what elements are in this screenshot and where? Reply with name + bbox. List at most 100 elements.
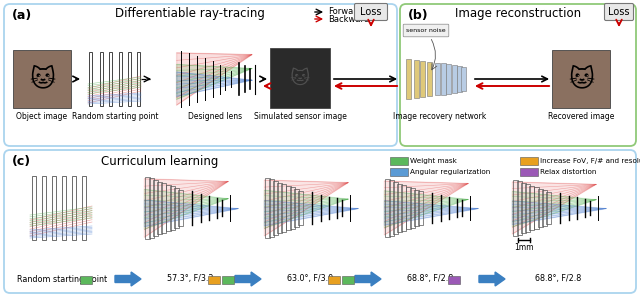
Polygon shape <box>513 182 596 234</box>
Bar <box>390 168 408 176</box>
Polygon shape <box>177 64 252 99</box>
Bar <box>273 181 278 235</box>
Text: 57.3°, F/3.2: 57.3°, F/3.2 <box>167 274 213 283</box>
Bar <box>222 276 234 284</box>
Bar <box>513 180 518 236</box>
Text: 🐱: 🐱 <box>290 69 310 88</box>
Bar <box>145 176 150 240</box>
Bar <box>525 184 530 232</box>
Bar <box>82 176 86 240</box>
Polygon shape <box>355 272 381 286</box>
Bar <box>149 178 154 238</box>
Text: Backward: Backward <box>328 15 369 24</box>
Text: Forward: Forward <box>328 7 362 16</box>
Bar <box>32 176 36 240</box>
Bar <box>119 52 122 106</box>
Bar <box>270 48 330 108</box>
Text: Designed lens: Designed lens <box>188 112 242 121</box>
Text: (a): (a) <box>12 9 32 22</box>
Bar <box>137 52 140 106</box>
Bar <box>410 188 415 228</box>
Bar <box>393 182 398 234</box>
Bar <box>414 190 419 226</box>
Text: Recovered image: Recovered image <box>548 112 614 121</box>
Polygon shape <box>513 192 596 227</box>
Bar <box>100 52 102 106</box>
Bar <box>89 52 92 106</box>
Bar <box>538 189 543 227</box>
Bar <box>342 276 354 284</box>
Bar <box>282 184 286 232</box>
Bar <box>161 183 166 233</box>
Bar <box>328 276 340 284</box>
Bar <box>534 187 538 229</box>
Bar <box>418 191 423 225</box>
Text: Image recovery network: Image recovery network <box>394 112 486 121</box>
Bar <box>552 50 610 108</box>
Text: Curriculum learning: Curriculum learning <box>101 155 219 168</box>
Text: Relax distortion: Relax distortion <box>540 169 596 175</box>
Text: 🐱: 🐱 <box>29 67 55 91</box>
Bar <box>80 276 92 284</box>
Polygon shape <box>385 201 478 225</box>
Text: 68.8°, F/2.8: 68.8°, F/2.8 <box>407 274 453 283</box>
Bar <box>446 64 451 94</box>
Bar <box>457 66 461 92</box>
Text: Random starting point: Random starting point <box>72 112 158 121</box>
Bar <box>153 180 158 236</box>
Bar <box>435 63 440 95</box>
Text: Simulated sensor image: Simulated sensor image <box>253 112 346 121</box>
Polygon shape <box>513 201 606 224</box>
Bar <box>461 67 467 91</box>
Bar <box>451 65 456 93</box>
Bar <box>13 50 71 108</box>
Bar <box>406 187 410 229</box>
Bar <box>52 176 56 240</box>
Polygon shape <box>479 272 505 286</box>
Polygon shape <box>145 190 228 229</box>
Bar <box>529 186 534 230</box>
Text: sensor noise: sensor noise <box>406 28 446 33</box>
Bar <box>109 52 111 106</box>
Text: Object image: Object image <box>17 112 68 121</box>
Polygon shape <box>177 72 252 96</box>
Text: Random starting point: Random starting point <box>17 274 107 283</box>
Bar <box>269 179 274 237</box>
Text: 63.0°, F/3.0: 63.0°, F/3.0 <box>287 274 333 283</box>
FancyBboxPatch shape <box>403 24 449 37</box>
Text: Weight mask: Weight mask <box>410 158 457 164</box>
Polygon shape <box>385 191 468 228</box>
Polygon shape <box>264 200 358 226</box>
Bar <box>42 176 46 240</box>
Text: Image reconstruction: Image reconstruction <box>455 7 581 20</box>
Bar <box>397 184 402 232</box>
Bar <box>385 179 390 237</box>
Text: (b): (b) <box>408 9 429 22</box>
Text: 68.8°, F/2.8: 68.8°, F/2.8 <box>535 274 581 283</box>
Bar <box>427 62 432 96</box>
Bar <box>166 185 170 231</box>
Polygon shape <box>264 180 348 236</box>
Polygon shape <box>385 181 468 235</box>
Bar <box>441 63 446 94</box>
Bar <box>294 189 299 227</box>
Bar <box>208 276 220 284</box>
FancyBboxPatch shape <box>605 4 634 21</box>
Polygon shape <box>235 272 261 286</box>
Bar <box>285 186 291 230</box>
Polygon shape <box>264 190 348 228</box>
Bar <box>401 185 406 231</box>
Bar <box>406 59 411 99</box>
Bar <box>521 183 526 233</box>
Bar <box>298 191 303 225</box>
Bar <box>546 192 551 224</box>
Text: Loss: Loss <box>360 7 381 17</box>
Bar <box>157 181 162 235</box>
Bar <box>520 157 538 165</box>
Polygon shape <box>145 200 238 226</box>
Bar <box>72 176 76 240</box>
Polygon shape <box>115 272 141 286</box>
Text: (c): (c) <box>12 155 31 168</box>
Text: 🐱: 🐱 <box>568 67 594 91</box>
Bar <box>414 60 419 98</box>
